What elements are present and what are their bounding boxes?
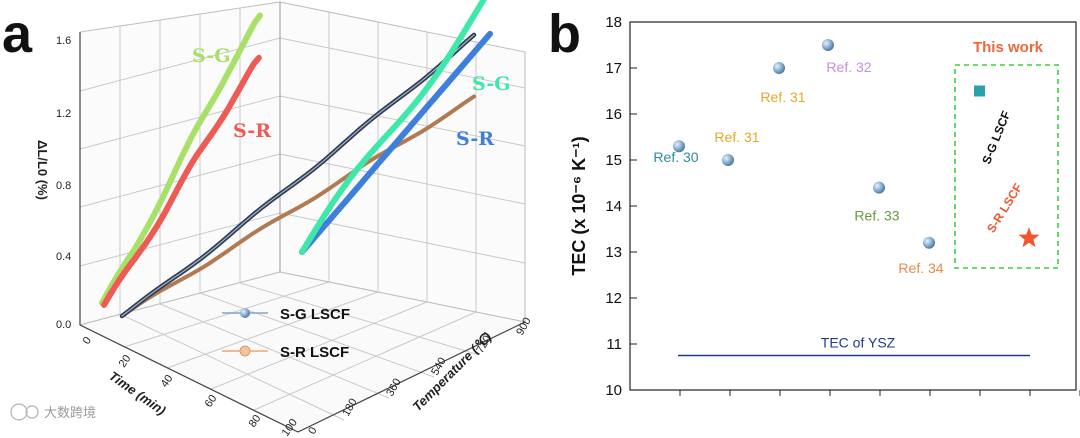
ref-point-label: Ref. 34 <box>898 260 943 276</box>
ref-point <box>822 39 834 51</box>
b-ytick-label: 10 <box>605 382 622 399</box>
a-ytick-4: 1.6 <box>56 35 71 47</box>
b-ytick-label: 11 <box>606 336 622 353</box>
ref-point-label: Ref. 32 <box>826 59 871 75</box>
ref-point-label: Ref. 30 <box>653 149 698 165</box>
panel-b-y-ticks: 10 11 12 13 14 15 16 17 18 <box>605 14 637 399</box>
a-xtick-1: 20 <box>117 353 134 370</box>
sg-lscf-point <box>974 85 985 97</box>
b-ytick-label: 12 <box>605 290 622 307</box>
a-ytick-1: 0.4 <box>56 251 71 263</box>
sg-lscf-label: S-G LSCF <box>979 109 1013 166</box>
panel-b-x-minor-ticks <box>679 390 1080 396</box>
sr-3d-curve <box>120 94 476 318</box>
sr-temp-curve <box>299 30 493 255</box>
a-xtick-3: 60 <box>203 393 220 410</box>
panel-a-y-ticks: 0.0 0.4 0.8 1.2 1.6 <box>56 35 71 331</box>
ref-point-label: Ref. 31 <box>714 129 759 145</box>
ysz-reference-label: TEC of YSZ <box>821 335 896 351</box>
ref-point <box>923 236 935 249</box>
ref-point <box>773 62 785 74</box>
panel-a-legend: S-G LSCF S-R LSCF <box>222 306 350 361</box>
sr-lscf-label: S-R LSCF <box>984 181 1025 235</box>
sg-3d-curve-highlight <box>121 34 475 317</box>
sg-time-curve <box>99 12 263 306</box>
a-ytick-0: 0.0 <box>56 319 71 331</box>
a-xtick-2: 40 <box>159 373 176 390</box>
sr-time-curve <box>101 54 262 308</box>
panel-a-letter: a <box>2 4 33 64</box>
ref-point <box>722 154 734 166</box>
watermark: 大数跨境 <box>10 403 96 421</box>
sg-temp-curve <box>299 0 487 255</box>
b-ytick-label: 13 <box>605 244 622 261</box>
label-sr-right: S-R <box>456 128 494 150</box>
sr-lscf-point <box>1018 227 1040 248</box>
this-work-label: This work <box>973 39 1044 56</box>
legend-sr-label: S-R LSCF <box>280 344 349 361</box>
ref-point-label: Ref. 33 <box>854 208 899 224</box>
watermark-text: 大数跨境 <box>44 405 96 420</box>
ref-point <box>873 181 885 194</box>
a-xtick-4: 80 <box>247 413 264 430</box>
legend-sr-marker <box>239 345 251 357</box>
ref-point-label: Ref. 31 <box>760 89 805 105</box>
label-sg-right: S-G <box>472 73 511 95</box>
panel-a-curves <box>99 0 493 319</box>
label-sg-front: S-G <box>192 45 231 67</box>
label-sr-front: S-R <box>233 120 271 142</box>
panel-b-letter: b <box>548 4 581 64</box>
b-ytick-label: 17 <box>605 60 622 77</box>
a-ztick-0: 0 <box>306 425 319 436</box>
a-ytick-3: 1.2 <box>56 108 71 120</box>
b-ytick-label: 18 <box>605 14 622 31</box>
b-ytick-label: 14 <box>605 198 622 215</box>
ref-point <box>673 140 685 153</box>
panel-b-axes: 10 11 12 13 14 15 16 17 18 <box>605 14 1080 399</box>
legend-sg-label: S-G LSCF <box>280 306 350 323</box>
a-xtick-0: 0 <box>81 335 94 347</box>
a-ytick-2: 0.8 <box>56 180 71 192</box>
b-ytick-label: 15 <box>605 152 622 169</box>
this-work-box <box>954 64 1059 269</box>
legend-sg-marker <box>240 308 250 318</box>
b-ytick-label: 16 <box>605 106 622 123</box>
a-ylabel: ΔL/L0 (%) <box>35 140 50 200</box>
panel-b-points: Ref. 30 Ref. 31 Ref. 31 Ref. 32 Ref. 33 Ref. … <box>653 39 1040 276</box>
a-xlabel: Time (min) <box>106 368 168 418</box>
b-ylabel: TEC (x 10⁻⁶ K⁻¹) <box>569 136 589 275</box>
